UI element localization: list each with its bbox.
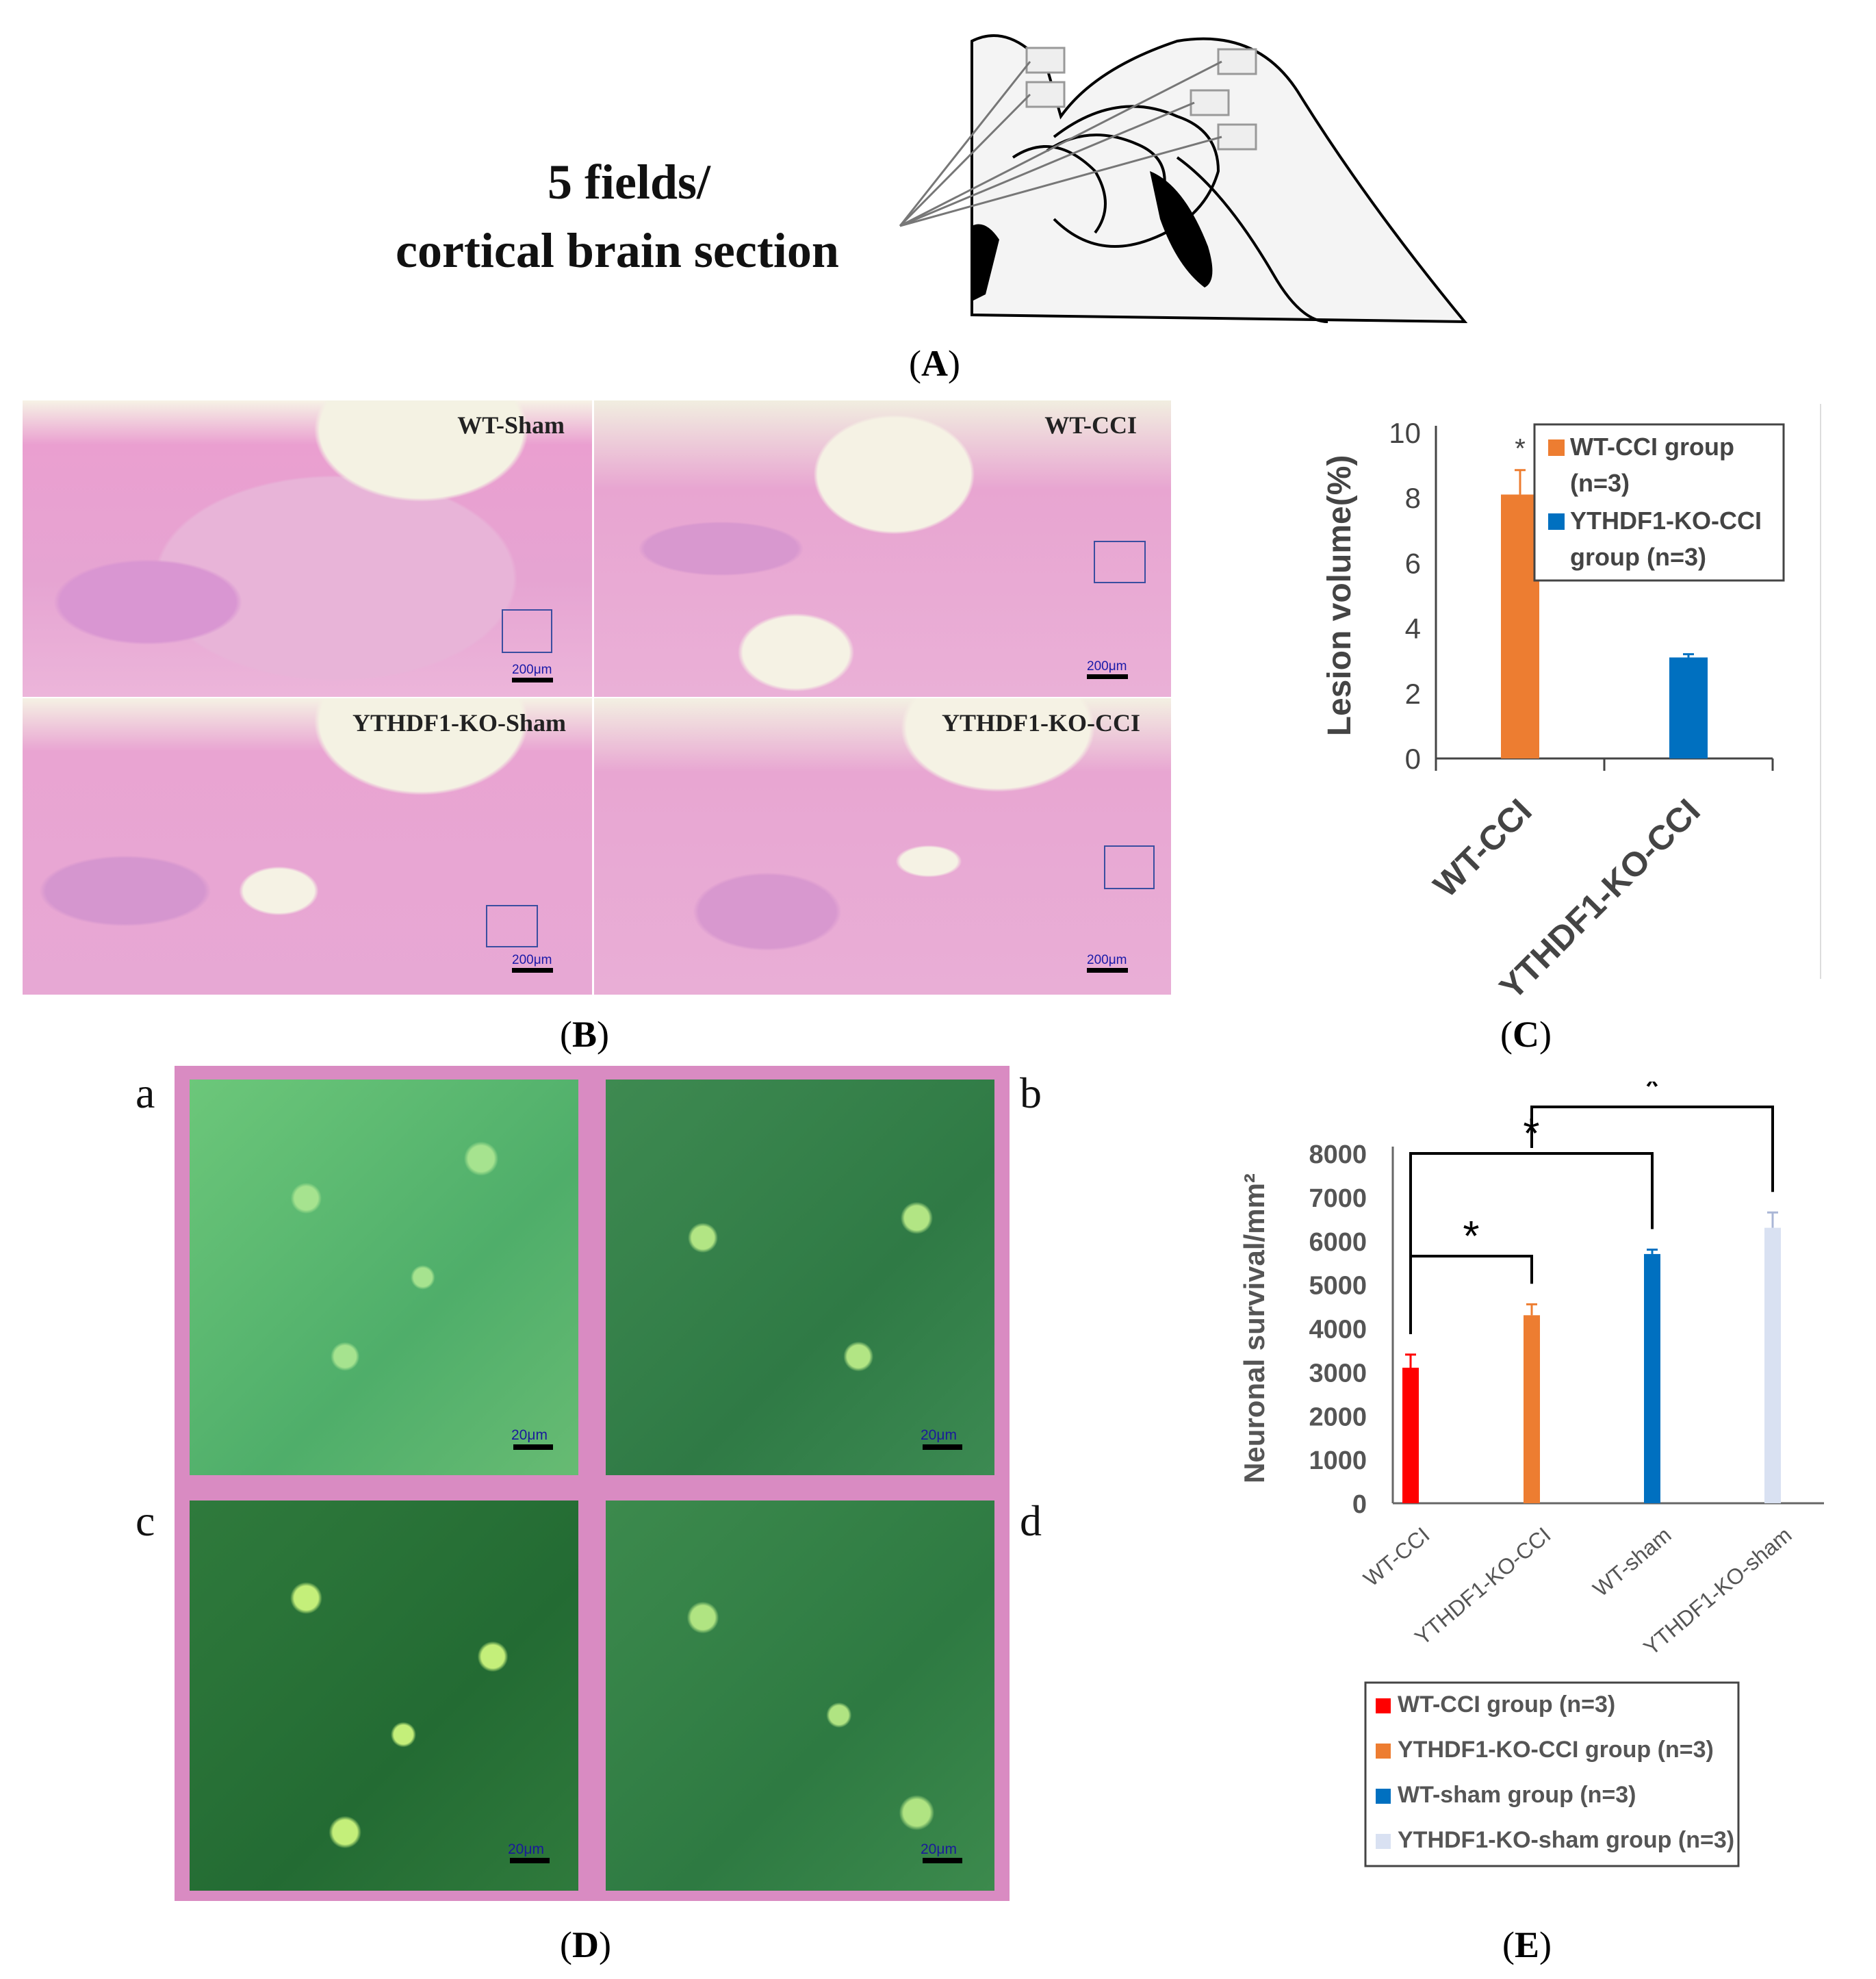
significance-star: * [1463,1213,1479,1260]
bar [1402,1367,1419,1503]
scale-label: 200μm [1087,953,1127,967]
significance-bracket [1530,1106,1774,1192]
image-label: YTHDF1-KO-Sham [352,709,566,737]
legend-swatch [1548,513,1565,530]
legend-text: YTHDF1-KO-CCI group (n=3) [1398,1737,1714,1763]
caption-a: (A) [909,343,960,384]
x-tick-label: WT-CCI [1426,791,1539,904]
fields-label-line1: 5 fields/ [548,155,711,209]
y-tick-label: 6000 [1309,1228,1367,1257]
lesion-volume-chart: 0 2 4 6 8 10 WT-CCI YTHDF1-KO-CCI * Lesion volume… [1322,404,1821,1006]
bar [1644,1253,1660,1503]
legend-text: YTHDF1-KO-sham group (n=3) [1398,1827,1734,1853]
roi-box [1094,541,1146,583]
fields-label-line2: cortical brain section [396,223,839,278]
legend-text: WT-sham group (n=3) [1398,1782,1636,1808]
bar [1524,1315,1540,1503]
legend-swatch [1376,1698,1391,1713]
scale-bar [512,968,553,973]
y-tick-label: 2000 [1309,1403,1367,1431]
y-tick-label: 3000 [1309,1359,1367,1388]
legend-swatch [1376,1744,1391,1759]
scale-label: 20μm [511,1427,548,1443]
scale-bar [513,1444,553,1450]
scale-bar [510,1858,550,1863]
caption-d: (D) [560,1924,611,1965]
cresyl-tile-b: 20μm [606,1080,994,1475]
y-tick-label: 1000 [1309,1446,1367,1475]
brain-section-diagram [899,34,1468,324]
he-image-wt-cci: WT-CCI 200μm [594,400,1171,697]
y-tick-label: 4000 [1309,1316,1367,1344]
significance-star: * [1644,1082,1660,1111]
scale-label: 200μm [1087,659,1127,674]
y-tick-label: 4 [1405,613,1421,645]
tile-letter-c: c [136,1496,155,1545]
scale-bar [923,1858,962,1863]
tile-letter-d: d [1020,1496,1042,1545]
legend-box [1533,423,1785,582]
legend-box [1364,1681,1740,1867]
scale-bar [1087,968,1128,973]
cresyl-tile-c: 20μm [190,1501,578,1891]
y-tick-label: 0 [1405,743,1421,775]
legend-text: WT-CCI group [1570,433,1734,461]
tile-letter-a: a [136,1069,155,1117]
bar [1764,1227,1781,1503]
y-tick-label: 2 [1405,678,1421,710]
significance-bracket [1409,1255,1533,1334]
caption-e: (E) [1502,1924,1552,1965]
bar [1501,494,1539,758]
significance-star: * [1515,434,1526,464]
y-tick-label: 10 [1389,417,1421,449]
roi-box [1104,845,1155,889]
cresyl-tile-a: 20μm [190,1080,578,1475]
legend-swatch [1376,1834,1391,1849]
cresyl-composite: 20μm 20μm 20μm 20μm [175,1066,1010,1901]
he-image-wt-sham: WT-Sham 200μm [23,400,592,697]
tile-letter-b: b [1020,1069,1042,1117]
scale-label: 200μm [512,663,552,677]
legend-text: YTHDF1-KO-CCI [1570,507,1762,535]
image-label: WT-CCI [1044,411,1137,439]
he-image-ko-sham: YTHDF1-KO-Sham 200μm [23,698,592,995]
image-label: YTHDF1-KO-CCI [942,709,1140,737]
image-label: WT-Sham [457,411,565,439]
cresyl-tile-d: 20μm [606,1501,994,1891]
scale-label: 20μm [921,1427,957,1443]
y-axis-title: Lesion volume(%) [1322,455,1358,737]
y-tick-label: 8000 [1309,1140,1367,1169]
roi-box [502,609,552,653]
legend-text: (n=3) [1570,469,1630,497]
scale-bar [1087,674,1128,679]
y-axis-title: Neuronal survival/mm² [1238,1173,1270,1483]
x-tick-label: WT-sham [1588,1522,1675,1602]
scale-bar [923,1444,962,1450]
y-tick-label: 7000 [1309,1184,1367,1213]
y-tick-label: 8 [1405,482,1421,514]
scale-label: 200μm [512,953,552,967]
y-tick-label: 6 [1405,547,1421,579]
scale-bar [512,678,553,682]
x-tick-label: WT-CCI [1359,1522,1434,1592]
he-image-ko-cci: YTHDF1-KO-CCI 200μm [594,698,1171,995]
bar [1669,657,1708,758]
y-tick-label: 0 [1352,1490,1367,1519]
legend-swatch [1548,439,1565,456]
scale-label: 20μm [921,1841,957,1857]
caption-b: (B) [560,1014,609,1055]
legend-swatch [1376,1789,1391,1804]
neuronal-survival-chart: 0 1000 2000 3000 4000 5000 6000 7000 8000 Neurona… [1238,1082,1824,1867]
roi-box [486,905,538,947]
y-tick-label: 5000 [1309,1272,1367,1301]
legend-text: WT-CCI group (n=3) [1398,1691,1615,1718]
caption-c: (C) [1500,1014,1552,1055]
legend-text: group (n=3) [1570,543,1706,571]
significance-bracket [1409,1152,1654,1334]
scale-label: 20μm [508,1841,544,1857]
